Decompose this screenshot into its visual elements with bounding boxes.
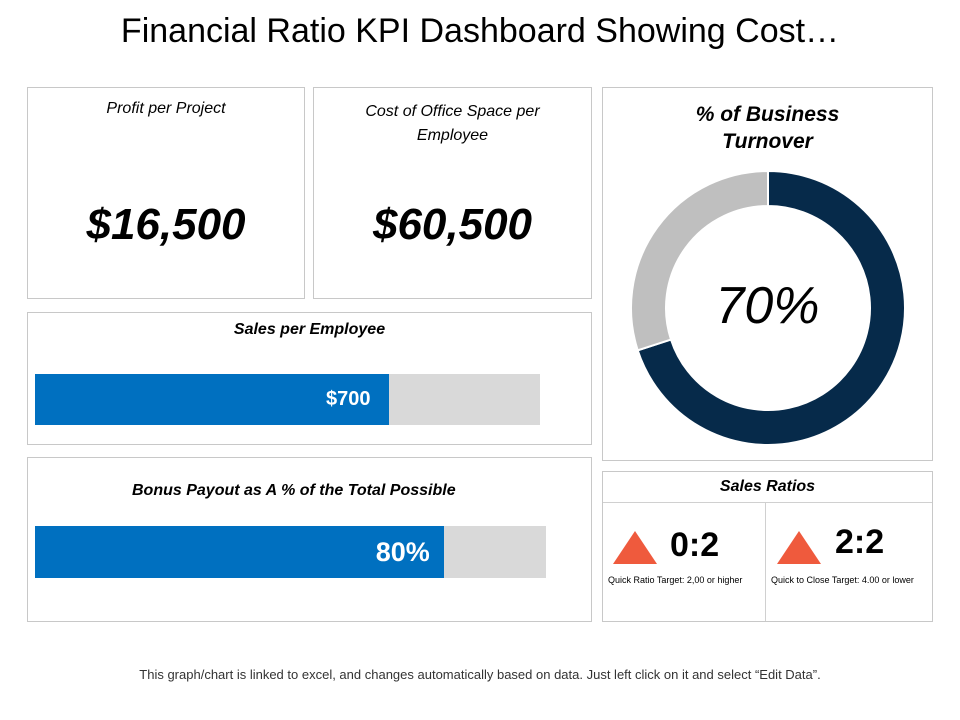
turnover-title: % of Business Turnover (695, 103, 840, 153)
bonus-value: 80% (375, 537, 430, 567)
office-cost-panel: Cost of Office Space per Employee $60,50… (313, 87, 592, 299)
quick-to-close-caption: Quick to Close Target: 4.00 or lower (771, 575, 914, 585)
divider (765, 503, 766, 621)
sales-per-employee-label: Sales per Employee (233, 321, 386, 338)
triangle-up-icon (613, 531, 657, 564)
bonus-panel: Bonus Payout as A % of the Total Possibl… (27, 457, 592, 622)
office-cost-value: $60,500 (372, 200, 533, 249)
donut-slice-0 (636, 169, 906, 446)
sales-per-employee-value: $700 (326, 388, 371, 410)
triangle-up-icon (777, 531, 821, 564)
sales-ratios-panel: Sales Ratios 0:2 Quick Ratio Target: 2,0… (602, 471, 933, 622)
footer-note: This graph/chart is linked to excel, and… (139, 667, 821, 682)
quick-ratio-caption: Quick Ratio Target: 2,00 or higher (608, 575, 743, 585)
turnover-center-label: 70% (715, 277, 820, 335)
quick-ratio-value: 0:2 (670, 526, 720, 564)
donut-slice-1 (630, 169, 769, 352)
sales-ratios-title: Sales Ratios (719, 478, 816, 495)
quick-to-close-value: 2:2 (835, 523, 885, 561)
turnover-panel: % of Business Turnover 70% (602, 87, 933, 461)
turnover-donut-chart (630, 169, 906, 446)
profit-value: $16,500 (86, 200, 246, 249)
sales-per-employee-bar: $700 (35, 374, 540, 425)
profit-label: Profit per Project (106, 100, 226, 117)
bonus-label: Bonus Payout as A % of the Total Possibl… (132, 482, 456, 499)
divider (603, 502, 932, 503)
bonus-bar: 80% (35, 526, 546, 578)
profit-panel: Profit per Project $16,500 (27, 87, 305, 299)
page-title: Financial Ratio KPI Dashboard Showing Co… (120, 12, 840, 50)
bonus-fill: 80% (35, 526, 444, 578)
sales-per-employee-panel: Sales per Employee $700 (27, 312, 592, 445)
office-cost-label: Cost of Office Space per Employee (365, 103, 540, 144)
sales-per-employee-fill: $700 (35, 374, 389, 425)
